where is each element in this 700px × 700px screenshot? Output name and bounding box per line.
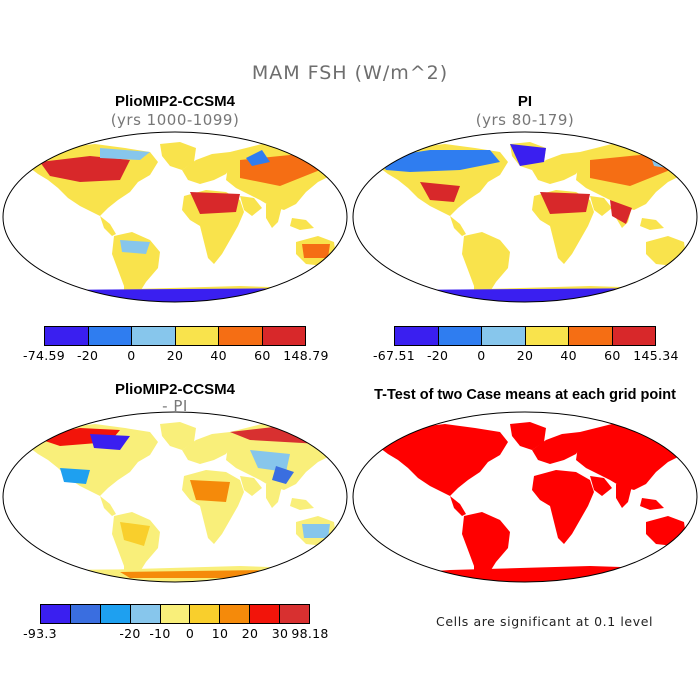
colorbar-tick-tl-2: 0 (127, 348, 136, 363)
main-title: MAM FSH (W/m^2) (251, 62, 449, 84)
map-bottom-right (352, 411, 698, 583)
colorbar-segment-tl-0 (45, 327, 89, 345)
panel-subtitle-top-right: (yrs 80-179) (475, 111, 575, 129)
colorbar-segment-bl-0 (41, 605, 71, 623)
colorbar-tick-bl-7: 98.18 (291, 626, 329, 641)
colorbar-segment-tl-5 (262, 327, 305, 345)
panel-title-top-left: PlioMIP2-CCSM4 (114, 93, 235, 110)
colorbar-tick-tr-1: -20 (426, 348, 449, 363)
colorbar-segment-tl-3 (175, 327, 219, 345)
colorbar-segment-bl-1 (70, 605, 101, 623)
colorbar-segment-bl-4 (160, 605, 191, 623)
colorbar-tick-bl-1: -20 (119, 626, 141, 641)
colorbar-segment-bl-7 (250, 605, 281, 623)
colorbar-segment-tl-1 (88, 327, 132, 345)
map-bottom-left (2, 411, 348, 583)
colorbar-tick-tl-3: 20 (166, 348, 184, 363)
map-top-right (352, 131, 698, 303)
colorbar-tick-tl-4: 40 (210, 348, 227, 363)
colorbar-tick-tr-2: 0 (477, 348, 486, 363)
colorbar-tick-tl-1: -20 (76, 348, 99, 363)
colorbar-segment-tl-4 (219, 327, 263, 345)
colorbar-tick-bl-3: 0 (185, 626, 195, 641)
colorbar-tick-bl-0: -93.3 (23, 626, 57, 641)
colorbar-segment-tr-3 (525, 327, 569, 345)
map-top-left (2, 131, 348, 303)
panel-title-bottom-right: T-Test of two Case means at each grid po… (374, 387, 676, 403)
panel-title-top-right: PI (517, 93, 533, 110)
colorbar-segment-tr-2 (482, 327, 526, 345)
colorbar-tick-bl-6: 30 (271, 626, 289, 641)
significance-note: Cells are significant at 0.1 level (436, 614, 654, 629)
colorbar-tick-bl-5: 20 (241, 626, 259, 641)
colorbar-segment-tr-5 (612, 327, 655, 345)
colorbar-segment-tr-0 (395, 327, 439, 345)
colorbar-segment-bl-2 (100, 605, 131, 623)
colorbar-tick-bl-4: 10 (211, 626, 229, 641)
colorbar-tick-tl-0: -74.59 (22, 348, 66, 363)
colorbar-segment-tl-2 (132, 327, 176, 345)
colorbar-segment-bl-8 (280, 605, 310, 623)
colorbar-segment-bl-6 (220, 605, 251, 623)
colorbar-segment-tr-4 (569, 327, 613, 345)
colorbar-tick-bl-2: -10 (149, 626, 171, 641)
panel-subtitle-bottom-left: - PI (162, 397, 188, 415)
colorbar-tick-tr-3: 20 (516, 348, 534, 363)
panel-subtitle-top-left: (yrs 1000-1099) (110, 111, 240, 129)
colorbar-tick-tr-6: 145.34 (633, 348, 679, 363)
colorbar-top-left (44, 326, 306, 346)
colorbar-segment-bl-3 (130, 605, 161, 623)
colorbar-tick-tr-4: 40 (560, 348, 577, 363)
colorbar-tick-tl-6: 148.79 (283, 348, 329, 363)
colorbar-tick-tr-0: -67.51 (372, 348, 416, 363)
colorbar-segment-bl-5 (190, 605, 221, 623)
colorbar-tick-tl-5: 60 (254, 348, 271, 363)
colorbar-top-right (394, 326, 656, 346)
colorbar-segment-tr-1 (438, 327, 482, 345)
colorbar-bottom-left (40, 604, 310, 624)
colorbar-tick-tr-5: 60 (604, 348, 621, 363)
panel-title-bottom-left: PlioMIP2-CCSM4 (114, 381, 235, 398)
